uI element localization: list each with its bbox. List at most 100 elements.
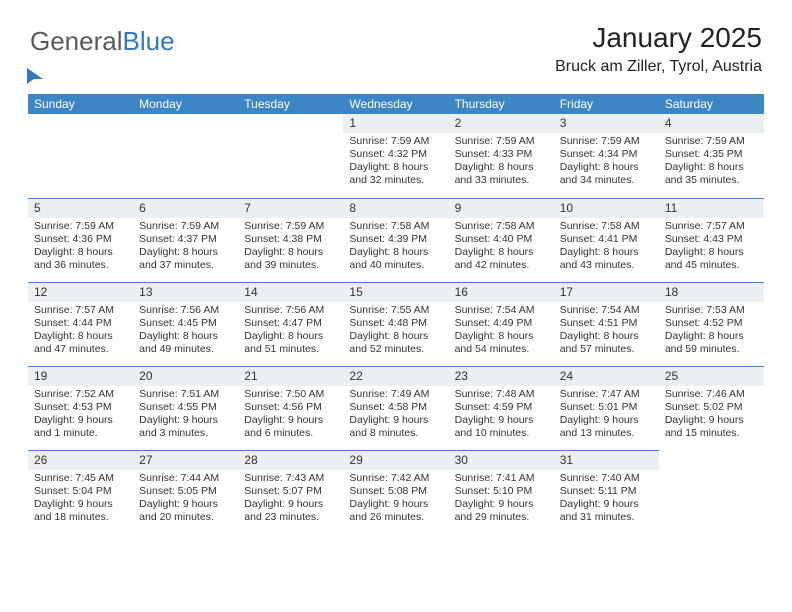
day-content: Sunrise: 7:59 AMSunset: 4:38 PMDaylight:… xyxy=(238,218,343,277)
calendar-cell: 9Sunrise: 7:58 AMSunset: 4:40 PMDaylight… xyxy=(449,198,554,282)
weekday-header: Tuesday xyxy=(238,94,343,114)
calendar-week-row: 26Sunrise: 7:45 AMSunset: 5:04 PMDayligh… xyxy=(28,450,764,534)
logo-text-blue: Blue xyxy=(123,26,175,56)
day-content: Sunrise: 7:54 AMSunset: 4:51 PMDaylight:… xyxy=(554,302,659,361)
day-content: Sunrise: 7:49 AMSunset: 4:58 PMDaylight:… xyxy=(343,386,448,445)
day-content: Sunrise: 7:52 AMSunset: 4:53 PMDaylight:… xyxy=(28,386,133,445)
calendar-week-row: 19Sunrise: 7:52 AMSunset: 4:53 PMDayligh… xyxy=(28,366,764,450)
day-number: 5 xyxy=(28,198,133,218)
day-content: Sunrise: 7:58 AMSunset: 4:41 PMDaylight:… xyxy=(554,218,659,277)
calendar-cell: 2Sunrise: 7:59 AMSunset: 4:33 PMDaylight… xyxy=(449,114,554,198)
day-content: Sunrise: 7:41 AMSunset: 5:10 PMDaylight:… xyxy=(449,470,554,529)
day-content: Sunrise: 7:59 AMSunset: 4:32 PMDaylight:… xyxy=(343,133,448,192)
day-number: 29 xyxy=(343,450,448,470)
logo: GeneralBlue xyxy=(30,26,190,88)
calendar-cell: 16Sunrise: 7:54 AMSunset: 4:49 PMDayligh… xyxy=(449,282,554,366)
day-content: Sunrise: 7:53 AMSunset: 4:52 PMDaylight:… xyxy=(659,302,764,361)
calendar-cell: 6Sunrise: 7:59 AMSunset: 4:37 PMDaylight… xyxy=(133,198,238,282)
day-content: Sunrise: 7:42 AMSunset: 5:08 PMDaylight:… xyxy=(343,470,448,529)
day-number: 3 xyxy=(554,114,659,133)
logo-text-general: General xyxy=(30,26,123,56)
calendar-cell: 30Sunrise: 7:41 AMSunset: 5:10 PMDayligh… xyxy=(449,450,554,534)
day-number: 11 xyxy=(659,198,764,218)
calendar-week-row: ...1Sunrise: 7:59 AMSunset: 4:32 PMDayli… xyxy=(28,114,764,198)
day-content: Sunrise: 7:55 AMSunset: 4:48 PMDaylight:… xyxy=(343,302,448,361)
calendar-cell: 10Sunrise: 7:58 AMSunset: 4:41 PMDayligh… xyxy=(554,198,659,282)
calendar-cell: . xyxy=(238,114,343,198)
calendar-week-row: 12Sunrise: 7:57 AMSunset: 4:44 PMDayligh… xyxy=(28,282,764,366)
calendar-cell: 25Sunrise: 7:46 AMSunset: 5:02 PMDayligh… xyxy=(659,366,764,450)
calendar-cell: 31Sunrise: 7:40 AMSunset: 5:11 PMDayligh… xyxy=(554,450,659,534)
day-content: Sunrise: 7:44 AMSunset: 5:05 PMDaylight:… xyxy=(133,470,238,529)
calendar-cell: 13Sunrise: 7:56 AMSunset: 4:45 PMDayligh… xyxy=(133,282,238,366)
calendar-cell: 1Sunrise: 7:59 AMSunset: 4:32 PMDaylight… xyxy=(343,114,448,198)
day-number: 24 xyxy=(554,366,659,386)
day-content: Sunrise: 7:57 AMSunset: 4:44 PMDaylight:… xyxy=(28,302,133,361)
day-number: 22 xyxy=(343,366,448,386)
calendar-cell: 20Sunrise: 7:51 AMSunset: 4:55 PMDayligh… xyxy=(133,366,238,450)
day-number: 16 xyxy=(449,282,554,302)
calendar-cell: 27Sunrise: 7:44 AMSunset: 5:05 PMDayligh… xyxy=(133,450,238,534)
day-content: Sunrise: 7:40 AMSunset: 5:11 PMDaylight:… xyxy=(554,470,659,529)
calendar-cell: 5Sunrise: 7:59 AMSunset: 4:36 PMDaylight… xyxy=(28,198,133,282)
day-content: Sunrise: 7:59 AMSunset: 4:37 PMDaylight:… xyxy=(133,218,238,277)
calendar-cell: 23Sunrise: 7:48 AMSunset: 4:59 PMDayligh… xyxy=(449,366,554,450)
day-number: 10 xyxy=(554,198,659,218)
day-content: Sunrise: 7:56 AMSunset: 4:47 PMDaylight:… xyxy=(238,302,343,361)
day-content: Sunrise: 7:58 AMSunset: 4:40 PMDaylight:… xyxy=(449,218,554,277)
weekday-header: Monday xyxy=(133,94,238,114)
calendar-cell: 8Sunrise: 7:58 AMSunset: 4:39 PMDaylight… xyxy=(343,198,448,282)
calendar-cell: . xyxy=(28,114,133,198)
calendar-cell: 21Sunrise: 7:50 AMSunset: 4:56 PMDayligh… xyxy=(238,366,343,450)
day-content: Sunrise: 7:45 AMSunset: 5:04 PMDaylight:… xyxy=(28,470,133,529)
calendar-week-row: 5Sunrise: 7:59 AMSunset: 4:36 PMDaylight… xyxy=(28,198,764,282)
day-number: 12 xyxy=(28,282,133,302)
weekday-header: Thursday xyxy=(449,94,554,114)
calendar-cell: 12Sunrise: 7:57 AMSunset: 4:44 PMDayligh… xyxy=(28,282,133,366)
day-number: 6 xyxy=(133,198,238,218)
day-content: Sunrise: 7:59 AMSunset: 4:34 PMDaylight:… xyxy=(554,133,659,192)
day-content: Sunrise: 7:56 AMSunset: 4:45 PMDaylight:… xyxy=(133,302,238,361)
calendar-cell: 11Sunrise: 7:57 AMSunset: 4:43 PMDayligh… xyxy=(659,198,764,282)
calendar-header-row: SundayMondayTuesdayWednesdayThursdayFrid… xyxy=(28,94,764,114)
calendar-cell: 17Sunrise: 7:54 AMSunset: 4:51 PMDayligh… xyxy=(554,282,659,366)
calendar-cell: 7Sunrise: 7:59 AMSunset: 4:38 PMDaylight… xyxy=(238,198,343,282)
calendar-cell: 29Sunrise: 7:42 AMSunset: 5:08 PMDayligh… xyxy=(343,450,448,534)
weekday-header: Saturday xyxy=(659,94,764,114)
calendar-cell: . xyxy=(133,114,238,198)
page-title: January 2025 xyxy=(555,22,762,54)
day-number: 1 xyxy=(343,114,448,133)
day-number: 27 xyxy=(133,450,238,470)
calendar-cell: 15Sunrise: 7:55 AMSunset: 4:48 PMDayligh… xyxy=(343,282,448,366)
logo-triangle-icon-2 xyxy=(27,76,38,84)
day-content: Sunrise: 7:59 AMSunset: 4:35 PMDaylight:… xyxy=(659,133,764,192)
day-content: Sunrise: 7:48 AMSunset: 4:59 PMDaylight:… xyxy=(449,386,554,445)
day-content: Sunrise: 7:59 AMSunset: 4:33 PMDaylight:… xyxy=(449,133,554,192)
day-number: 4 xyxy=(659,114,764,133)
day-content: Sunrise: 7:47 AMSunset: 5:01 PMDaylight:… xyxy=(554,386,659,445)
day-content: Sunrise: 7:46 AMSunset: 5:02 PMDaylight:… xyxy=(659,386,764,445)
location: Bruck am Ziller, Tyrol, Austria xyxy=(555,58,762,76)
day-number: 18 xyxy=(659,282,764,302)
calendar-cell: 19Sunrise: 7:52 AMSunset: 4:53 PMDayligh… xyxy=(28,366,133,450)
calendar-cell: 14Sunrise: 7:56 AMSunset: 4:47 PMDayligh… xyxy=(238,282,343,366)
weekday-header: Wednesday xyxy=(343,94,448,114)
day-number: 31 xyxy=(554,450,659,470)
day-content: Sunrise: 7:54 AMSunset: 4:49 PMDaylight:… xyxy=(449,302,554,361)
calendar-cell: 26Sunrise: 7:45 AMSunset: 5:04 PMDayligh… xyxy=(28,450,133,534)
day-number: 2 xyxy=(449,114,554,133)
calendar-cell: . xyxy=(659,450,764,534)
day-number: 25 xyxy=(659,366,764,386)
day-number: 9 xyxy=(449,198,554,218)
weekday-header: Friday xyxy=(554,94,659,114)
calendar-cell: 3Sunrise: 7:59 AMSunset: 4:34 PMDaylight… xyxy=(554,114,659,198)
day-number: 26 xyxy=(28,450,133,470)
weekday-header: Sunday xyxy=(28,94,133,114)
day-content: Sunrise: 7:51 AMSunset: 4:55 PMDaylight:… xyxy=(133,386,238,445)
day-number: 19 xyxy=(28,366,133,386)
day-content: Sunrise: 7:43 AMSunset: 5:07 PMDaylight:… xyxy=(238,470,343,529)
day-number: 8 xyxy=(343,198,448,218)
day-number: 21 xyxy=(238,366,343,386)
day-number: 23 xyxy=(449,366,554,386)
day-number: 7 xyxy=(238,198,343,218)
